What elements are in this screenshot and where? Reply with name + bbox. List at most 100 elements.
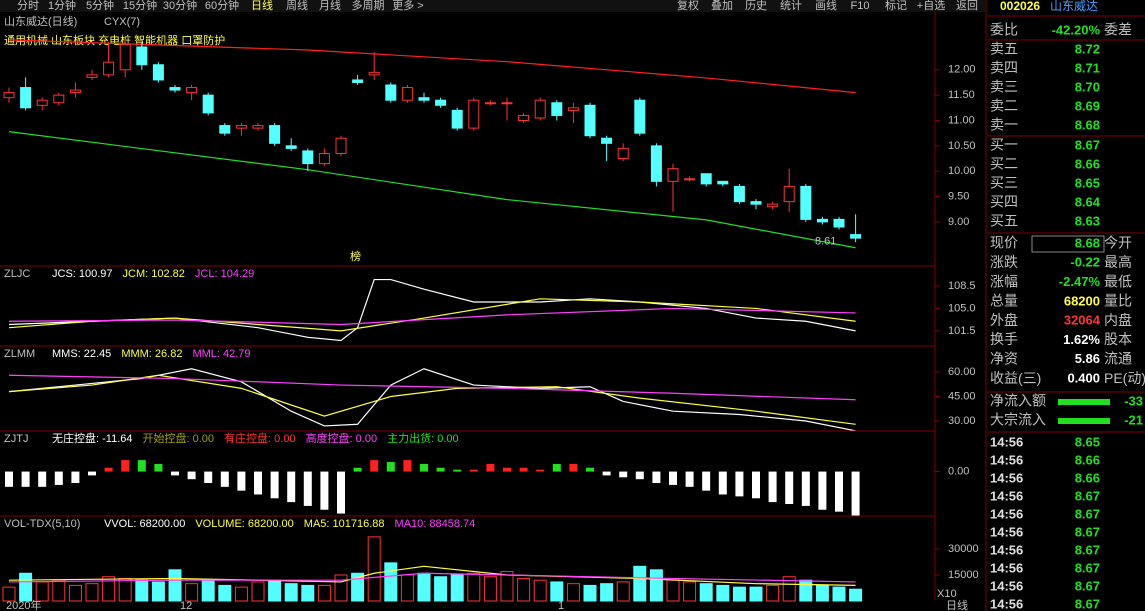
flow-value: -21 [1124,412,1143,427]
control-bar [586,467,594,472]
candle-body [783,185,795,203]
row-label: 最低 [1104,273,1132,289]
row-value: 8.65 [1075,175,1100,190]
trade-price: 8.66 [1075,452,1100,467]
y-tick-label: 101.5 [948,325,976,337]
volume-bar [351,572,365,602]
y-tick-label: 10.50 [948,140,976,152]
row-value: 8.71 [1075,60,1100,75]
period-tab[interactable]: 月线 [319,0,341,12]
period-tab[interactable]: 5分钟 [86,0,114,12]
period-tab[interactable]: 30分钟 [163,0,197,12]
indicator-name: ZLJC [4,268,30,280]
stock-name: 山东威达 [1050,0,1098,13]
row-label: PE(动) [1104,370,1145,386]
volume-bar [483,576,497,602]
volume-bar [533,579,547,602]
period-tab[interactable]: 多周期 [352,0,385,12]
candle-body [667,168,679,182]
volume-bar [2,586,16,602]
period-tab[interactable]: 周线 [286,0,308,12]
control-bar [635,471,644,480]
control-bar [519,467,528,472]
control-bar [552,463,561,472]
trade-time: 14:56 [990,524,1023,539]
candle-body [601,137,613,144]
flow-bar [1058,418,1110,424]
legend-entry: JCL: 104.29 [195,268,254,280]
row-label: 买二 [990,156,1018,172]
volume-bar [185,583,199,602]
row-value: 8.69 [1075,98,1100,113]
volume-bar [201,579,215,602]
toolbar-button[interactable]: 叠加 [711,0,733,12]
control-bar [735,471,744,497]
row-value: -0.22 [1070,255,1100,270]
toolbar-button[interactable]: 返回 [956,0,978,12]
trade-time: 14:56 [990,452,1023,467]
toolbar-button[interactable]: 画线 [815,0,837,12]
indicator-line [8,39,856,94]
y-tick-label: 11.00 [948,114,975,126]
control-bar [486,463,495,472]
trade-price: 8.67 [1075,578,1100,593]
toolbar-button[interactable]: F10 [851,0,870,12]
volume-bar [500,571,514,602]
candle-body [235,125,247,129]
legend-entry: 高度控盘: 0.00 [306,431,378,445]
period-tab[interactable]: 60分钟 [205,0,239,12]
control-bar [420,463,428,472]
volume-bar [782,576,796,602]
toolbar-button[interactable]: +自选 [917,0,945,12]
control-bar [386,462,395,472]
control-bar [303,471,312,506]
period-tab[interactable]: 15分钟 [123,0,157,12]
trade-price: 8.66 [1075,470,1100,485]
row-value: 0.400 [1067,371,1100,386]
candle-body [567,107,579,111]
control-bar [851,471,860,517]
row-label: 流通 [1104,351,1132,367]
period-tab[interactable]: 分时 [17,0,39,12]
candle-body [484,102,496,105]
row-value: 8.68 [1075,235,1100,250]
row-label: 买一 [990,137,1018,153]
price-annotation: 8.61 [815,236,836,248]
legend-entry: 主力出货: 0.00 [387,431,459,445]
volume-bar [517,577,531,602]
trade-price: 8.67 [1075,488,1100,503]
trade-time: 14:56 [990,470,1023,485]
volume-bar [616,581,630,602]
volume-bar [400,574,414,602]
volume-bar [467,572,481,602]
y-tick-label: 60.00 [948,366,976,378]
row-value: 8.67 [1075,137,1100,152]
trade-time: 14:56 [990,578,1023,593]
row-value: 5.86 [1075,351,1100,366]
toolbar-button[interactable]: 历史 [745,0,767,12]
period-tab[interactable]: 更多 > [392,0,423,12]
row-label: 涨幅 [990,273,1018,289]
toolbar-button[interactable]: 标记 [885,0,907,12]
control-bar [569,463,578,472]
control-bar [71,471,80,484]
period-label: 日线 [946,598,968,611]
control-bar [669,471,677,485]
toolbar-button[interactable]: 统计 [780,0,802,12]
indicator-line [8,298,856,332]
candle-body [816,218,828,223]
date-label: 2020年 [6,598,41,611]
candle-body [352,79,364,83]
trade-price: 8.65 [1075,434,1100,449]
period-tab[interactable]: 1分钟 [48,0,76,12]
volume-bar [450,574,464,602]
candle-body [750,201,762,205]
indicator-name: ZLMM [4,348,35,360]
trade-time: 14:56 [990,596,1023,611]
indicator-line [8,307,856,326]
toolbar-button[interactable]: 复权 [677,0,699,12]
trade-time: 14:56 [990,542,1023,557]
control-bar [237,471,246,491]
candle-body [385,84,397,101]
period-tab[interactable]: 日线 [251,0,273,12]
